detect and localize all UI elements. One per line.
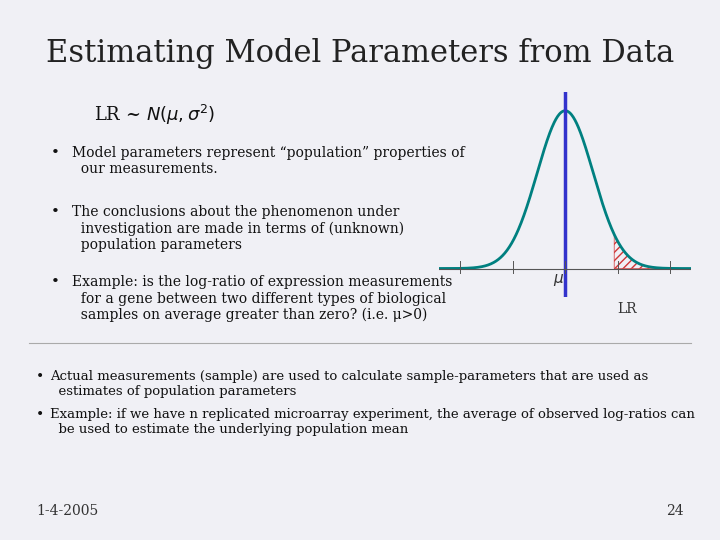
Text: •: •	[50, 275, 59, 289]
Text: •: •	[50, 146, 59, 160]
Text: •: •	[36, 370, 44, 384]
Text: Example: if we have n replicated microarray experiment, the average of observed : Example: if we have n replicated microar…	[50, 408, 696, 436]
Text: Estimating Model Parameters from Data: Estimating Model Parameters from Data	[46, 38, 674, 69]
Text: •: •	[36, 408, 44, 422]
Text: LR ~ $N(\mu, \sigma^2)$: LR ~ $N(\mu, \sigma^2)$	[94, 103, 215, 127]
Text: •: •	[50, 205, 59, 219]
Text: LR: LR	[618, 302, 637, 316]
Text: The conclusions about the phenomenon under
  investigation are made in terms of : The conclusions about the phenomenon und…	[72, 205, 404, 252]
Text: Example: is the log-ratio of expression measurements
  for a gene between two di: Example: is the log-ratio of expression …	[72, 275, 452, 322]
Text: 24: 24	[667, 504, 684, 518]
Text: Model parameters represent “population” properties of
  our measurements.: Model parameters represent “population” …	[72, 146, 464, 176]
Text: $\mu$: $\mu$	[552, 272, 564, 288]
Text: 1-4-2005: 1-4-2005	[36, 504, 98, 518]
Text: Actual measurements (sample) are used to calculate sample-parameters that are us: Actual measurements (sample) are used to…	[50, 370, 649, 398]
